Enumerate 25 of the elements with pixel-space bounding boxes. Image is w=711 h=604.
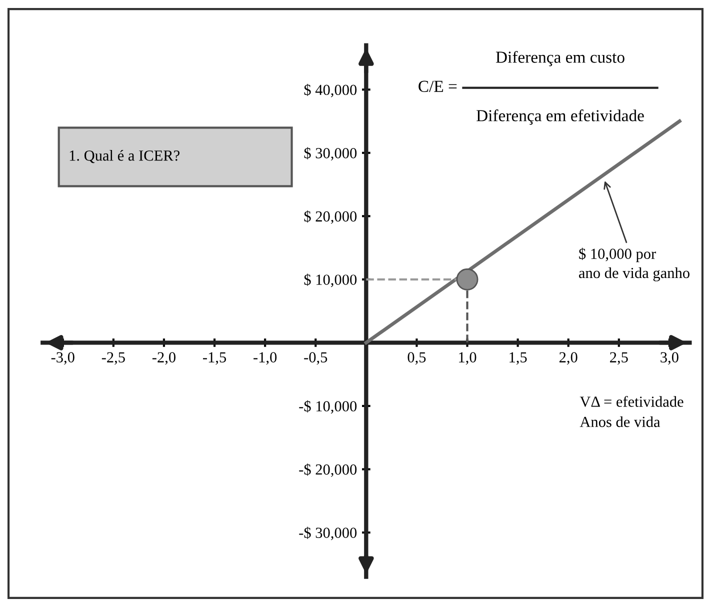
- x-tick-label: 2,0: [559, 352, 578, 365]
- y-tick-label: -$ 10,000: [299, 400, 357, 414]
- x-tick-label: -1,0: [254, 352, 277, 365]
- y-tick-label: $ 40,000: [304, 84, 357, 98]
- x-tick-label: 1,5: [510, 352, 527, 365]
- x-tick-label: -0,5: [304, 352, 328, 365]
- y-tick-label: $ 30,000: [304, 147, 357, 161]
- x-tick-label: -3,0: [51, 352, 74, 365]
- annotation: C/E =: [418, 80, 457, 92]
- annotation: 1. Qual é a ICER?: [70, 150, 180, 164]
- y-tick-label: $ 10,000: [304, 274, 357, 288]
- y-tick-label: -$ 30,000: [299, 526, 357, 540]
- annotation: Diferença em efetividade: [476, 109, 644, 125]
- annotation: $ 10,000 por ano de vida ganho: [579, 248, 690, 282]
- x-tick-label: 1,0: [459, 352, 476, 365]
- annotation: Diferença em custo: [496, 50, 624, 66]
- x-tick-label: -2,0: [152, 352, 176, 365]
- y-tick-label: -$ 20,000: [299, 463, 357, 477]
- x-tick-label: 3,0: [660, 352, 678, 365]
- x-tick-label: -2,5: [102, 352, 125, 365]
- x-tick-label: 0,5: [408, 352, 426, 365]
- x-tick-label: -1,5: [203, 352, 226, 365]
- x-axis-title: VΔ = efetividade Anos de vida: [580, 396, 684, 428]
- x-tick-label: 2,5: [610, 352, 628, 365]
- y-tick-label: $ 20,000: [304, 210, 357, 224]
